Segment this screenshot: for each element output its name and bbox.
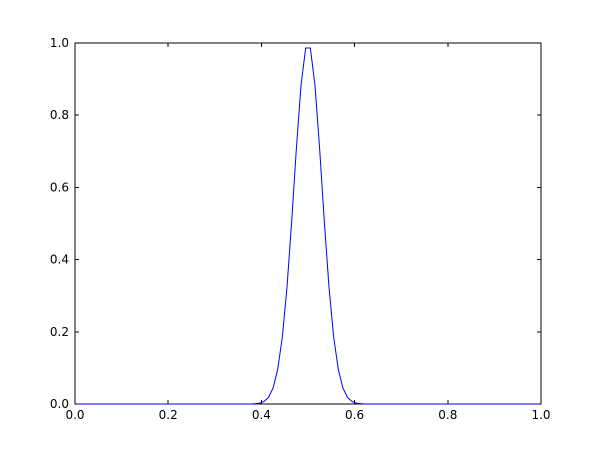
x-tick-label: 0.6 (345, 408, 364, 422)
y-tick-label: 0.2 (50, 325, 69, 339)
y-tick-label: 0.6 (50, 180, 69, 194)
x-tick-label: 0.4 (252, 408, 271, 422)
data-line-gaussian-pulse (77, 47, 539, 405)
x-tick-label: 0.8 (438, 408, 457, 422)
x-tick-label: 0.0 (65, 408, 84, 422)
plot-frame (74, 42, 542, 405)
y-tick-label: 0.0 (50, 397, 69, 411)
y-tick-label: 0.4 (50, 253, 69, 267)
x-tick-label: 1.0 (531, 408, 550, 422)
y-tick-label: 0.8 (50, 108, 69, 122)
y-tick-label: 1.0 (50, 36, 69, 50)
x-tick-label: 0.2 (159, 408, 178, 422)
